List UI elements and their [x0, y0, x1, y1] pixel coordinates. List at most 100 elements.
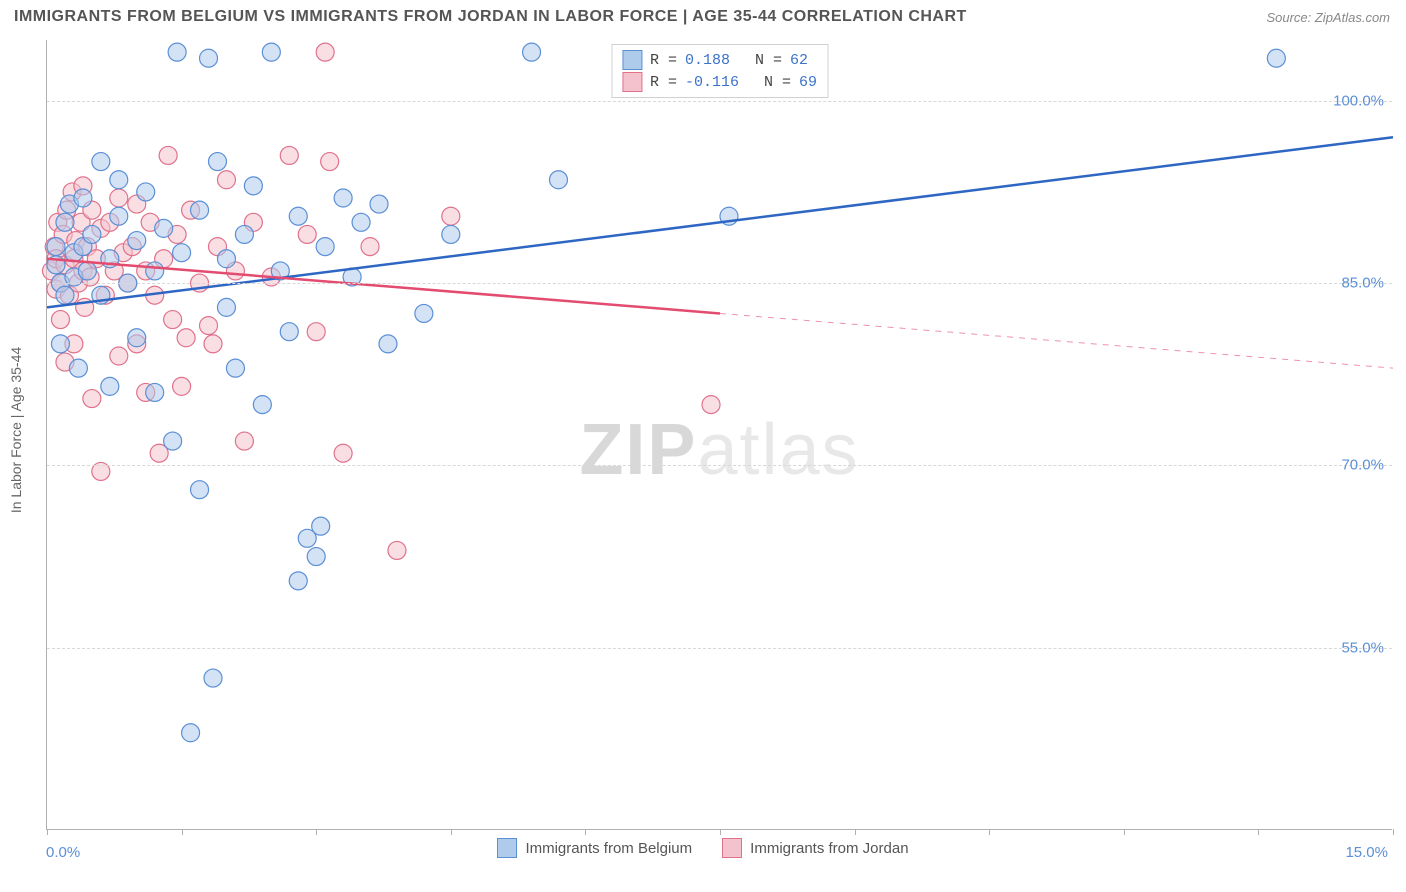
data-point [110, 189, 128, 207]
data-point [370, 195, 388, 213]
legend-label-series1: Immigrants from Belgium [525, 840, 692, 857]
data-point [110, 347, 128, 365]
data-point [208, 153, 226, 171]
legend-label-series2: Immigrants from Jordan [750, 840, 908, 857]
data-point [146, 262, 164, 280]
data-point [155, 219, 173, 237]
r-label: R = [650, 74, 677, 91]
legend-row-series2: R = -0.116 N = 69 [622, 71, 817, 93]
data-point [523, 43, 541, 61]
data-point [307, 548, 325, 566]
data-point [101, 377, 119, 395]
data-point [307, 323, 325, 341]
x-tick [316, 829, 317, 835]
source-attribution: Source: ZipAtlas.com [1266, 10, 1390, 25]
data-point [334, 189, 352, 207]
data-point [280, 323, 298, 341]
n-value-series2: 69 [799, 74, 817, 91]
data-point [47, 238, 65, 256]
data-point [182, 724, 200, 742]
data-point [280, 146, 298, 164]
y-tick-label: 55.0% [1341, 639, 1384, 656]
data-point [379, 335, 397, 353]
n-label: N = [755, 52, 782, 69]
data-point [388, 541, 406, 559]
swatch-pink-icon [722, 838, 742, 858]
data-point [200, 49, 218, 67]
data-point [352, 213, 370, 231]
x-tick [1258, 829, 1259, 835]
data-point [253, 396, 271, 414]
data-point [69, 359, 87, 377]
gridline [47, 101, 1392, 102]
trend-line-extrapolated [720, 313, 1393, 368]
x-tick [989, 829, 990, 835]
data-point [164, 311, 182, 329]
data-point [289, 207, 307, 225]
data-point [442, 225, 460, 243]
y-tick-label: 70.0% [1341, 457, 1384, 474]
data-point [262, 43, 280, 61]
r-label: R = [650, 52, 677, 69]
y-axis-title: In Labor Force | Age 35-44 [8, 347, 24, 513]
data-point [316, 238, 334, 256]
data-point [204, 335, 222, 353]
data-point [56, 286, 74, 304]
y-tick-label: 100.0% [1333, 92, 1384, 109]
data-point [549, 171, 567, 189]
data-point [200, 317, 218, 335]
chart-svg [47, 40, 1392, 829]
data-point [177, 329, 195, 347]
gridline [47, 465, 1392, 466]
r-value-series1: 0.188 [685, 52, 730, 69]
data-point [168, 43, 186, 61]
data-point [217, 171, 235, 189]
data-point [173, 244, 191, 262]
data-point [51, 335, 69, 353]
x-tick [47, 829, 48, 835]
data-point [159, 146, 177, 164]
swatch-blue-icon [497, 838, 517, 858]
data-point [316, 43, 334, 61]
data-point [1267, 49, 1285, 67]
data-point [110, 207, 128, 225]
data-point [173, 377, 191, 395]
n-label: N = [764, 74, 791, 91]
data-point [361, 238, 379, 256]
data-point [312, 517, 330, 535]
legend-correlation-box: R = 0.188 N = 62 R = -0.116 N = 69 [611, 44, 828, 98]
data-point [74, 189, 92, 207]
data-point [217, 250, 235, 268]
data-point [191, 201, 209, 219]
data-point [702, 396, 720, 414]
gridline [47, 283, 1392, 284]
r-value-series2: -0.116 [685, 74, 739, 91]
data-point [51, 311, 69, 329]
data-point [289, 572, 307, 590]
data-point [244, 177, 262, 195]
x-tick [451, 829, 452, 835]
data-point [92, 153, 110, 171]
data-point [334, 444, 352, 462]
x-tick [855, 829, 856, 835]
n-value-series1: 62 [790, 52, 808, 69]
data-point [83, 390, 101, 408]
data-point [191, 481, 209, 499]
legend-item-series1: Immigrants from Belgium [497, 838, 692, 858]
data-point [128, 329, 146, 347]
legend-item-series2: Immigrants from Jordan [722, 838, 908, 858]
data-point [164, 432, 182, 450]
x-tick [1393, 829, 1394, 835]
data-point [321, 153, 339, 171]
swatch-blue-icon [622, 50, 642, 70]
x-tick [1124, 829, 1125, 835]
data-point [83, 225, 101, 243]
data-point [235, 225, 253, 243]
swatch-pink-icon [622, 72, 642, 92]
chart-title: IMMIGRANTS FROM BELGIUM VS IMMIGRANTS FR… [14, 8, 967, 26]
data-point [226, 359, 244, 377]
gridline [47, 648, 1392, 649]
legend-bottom: Immigrants from Belgium Immigrants from … [0, 838, 1406, 858]
trend-line [47, 259, 720, 314]
data-point [415, 304, 433, 322]
